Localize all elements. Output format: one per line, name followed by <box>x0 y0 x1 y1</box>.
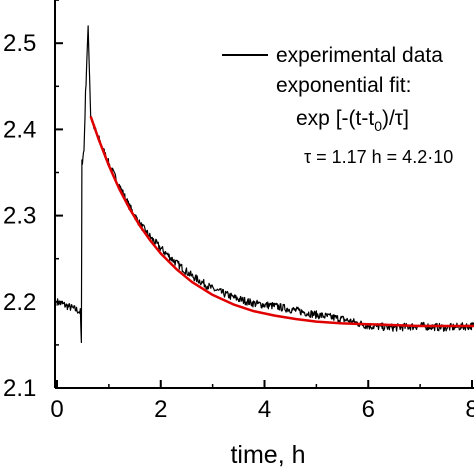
fit-formula-prefix: exp [-(t-t <box>296 107 374 130</box>
x-axis-label: time, h <box>230 441 305 469</box>
y-axis-ticks: 2.1 2.2 2.3 2.4 2.5 <box>3 0 63 402</box>
x-tick-label: 0 <box>50 396 63 423</box>
tau-annotation: τ = 1.17 h = 4.2·10 <box>304 147 453 167</box>
y-tick-label: 2.4 <box>3 116 36 143</box>
y-tick-label: 2.3 <box>3 203 36 230</box>
y-tick-label: 2.2 <box>3 289 36 316</box>
legend: experimental data exponential fit: exp [… <box>222 44 453 167</box>
fit-formula-subscript: 0 <box>374 118 382 134</box>
x-tick-label: 4 <box>258 396 271 423</box>
y-tick-label: 2.1 <box>3 375 36 402</box>
fit-formula: exp [-(t-t0)/τ] <box>296 107 409 134</box>
fit-formula-suffix: )/τ] <box>382 107 409 130</box>
x-tick-label: 2 <box>154 396 167 423</box>
series-line-experimental <box>56 25 474 344</box>
x-tick-label: 6 <box>362 396 375 423</box>
legend-label-experimental: experimental data <box>276 44 443 67</box>
y-tick-label: 2.5 <box>3 30 36 57</box>
x-axis-ticks: 0 2 4 6 8 <box>50 380 474 423</box>
legend-label-fit: exponential fit: <box>276 74 411 97</box>
series-line-exponential-fit <box>89 116 474 328</box>
x-tick-label: 8 <box>465 396 474 423</box>
plot-area <box>56 25 474 344</box>
